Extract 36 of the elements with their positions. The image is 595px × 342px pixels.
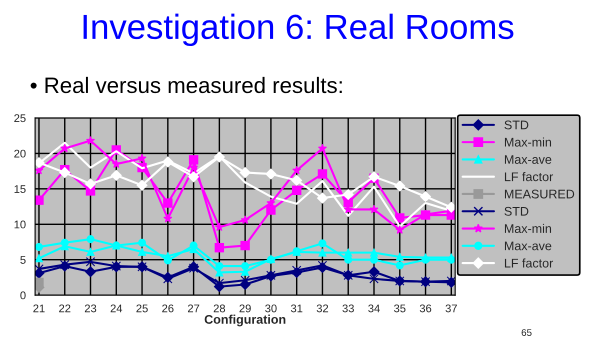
legend-label: STD bbox=[504, 120, 528, 130]
x-tick-label: 24 bbox=[110, 304, 122, 312]
y-tick-label: 5 bbox=[20, 256, 26, 264]
x-tick-label: 33 bbox=[342, 304, 354, 312]
x-tick-label: 23 bbox=[84, 304, 96, 312]
legend-label: Max-min bbox=[504, 224, 552, 234]
x-tick-label: 34 bbox=[368, 304, 380, 312]
legend-label: Max-ave bbox=[504, 155, 552, 164]
x-tick-label: 35 bbox=[394, 304, 406, 312]
y-tick-label: 25 bbox=[14, 114, 26, 122]
y-tick-label: 20 bbox=[14, 150, 26, 158]
y-tick-label: 10 bbox=[14, 220, 26, 228]
x-tick-label: 36 bbox=[420, 304, 432, 312]
x-axis-title: Configuration bbox=[204, 314, 286, 326]
x-tick-label: 37 bbox=[446, 304, 457, 312]
legend-label: Max-min bbox=[504, 137, 552, 147]
x-tick-label: 22 bbox=[59, 304, 70, 312]
x-tick-label: 30 bbox=[265, 304, 277, 312]
legend-label: LF factor bbox=[504, 172, 554, 182]
legend-label: Max-ave bbox=[504, 242, 552, 250]
x-tick-label: 21 bbox=[33, 304, 45, 312]
x-tick-label: 28 bbox=[214, 304, 226, 312]
x-tick-label: 26 bbox=[162, 304, 174, 312]
x-tick-label: 29 bbox=[240, 304, 251, 312]
y-tick-label: 0 bbox=[20, 291, 26, 300]
text: 65 bbox=[522, 329, 532, 336]
legend-label: MEASURED bbox=[504, 190, 574, 198]
x-tick-label: 31 bbox=[290, 304, 302, 312]
x-tick-label: 27 bbox=[188, 304, 200, 312]
x-tick-label: 25 bbox=[136, 304, 148, 312]
y-tick-label: 15 bbox=[14, 185, 26, 193]
chart-subtitle: • Real versus measured results: bbox=[30, 76, 342, 94]
legend-label: LF factor bbox=[504, 258, 554, 268]
legend-label: STD bbox=[504, 206, 528, 216]
chart-title: Investigation 6: Real Rooms bbox=[84, 14, 514, 46]
x-tick-label: 32 bbox=[316, 304, 328, 312]
